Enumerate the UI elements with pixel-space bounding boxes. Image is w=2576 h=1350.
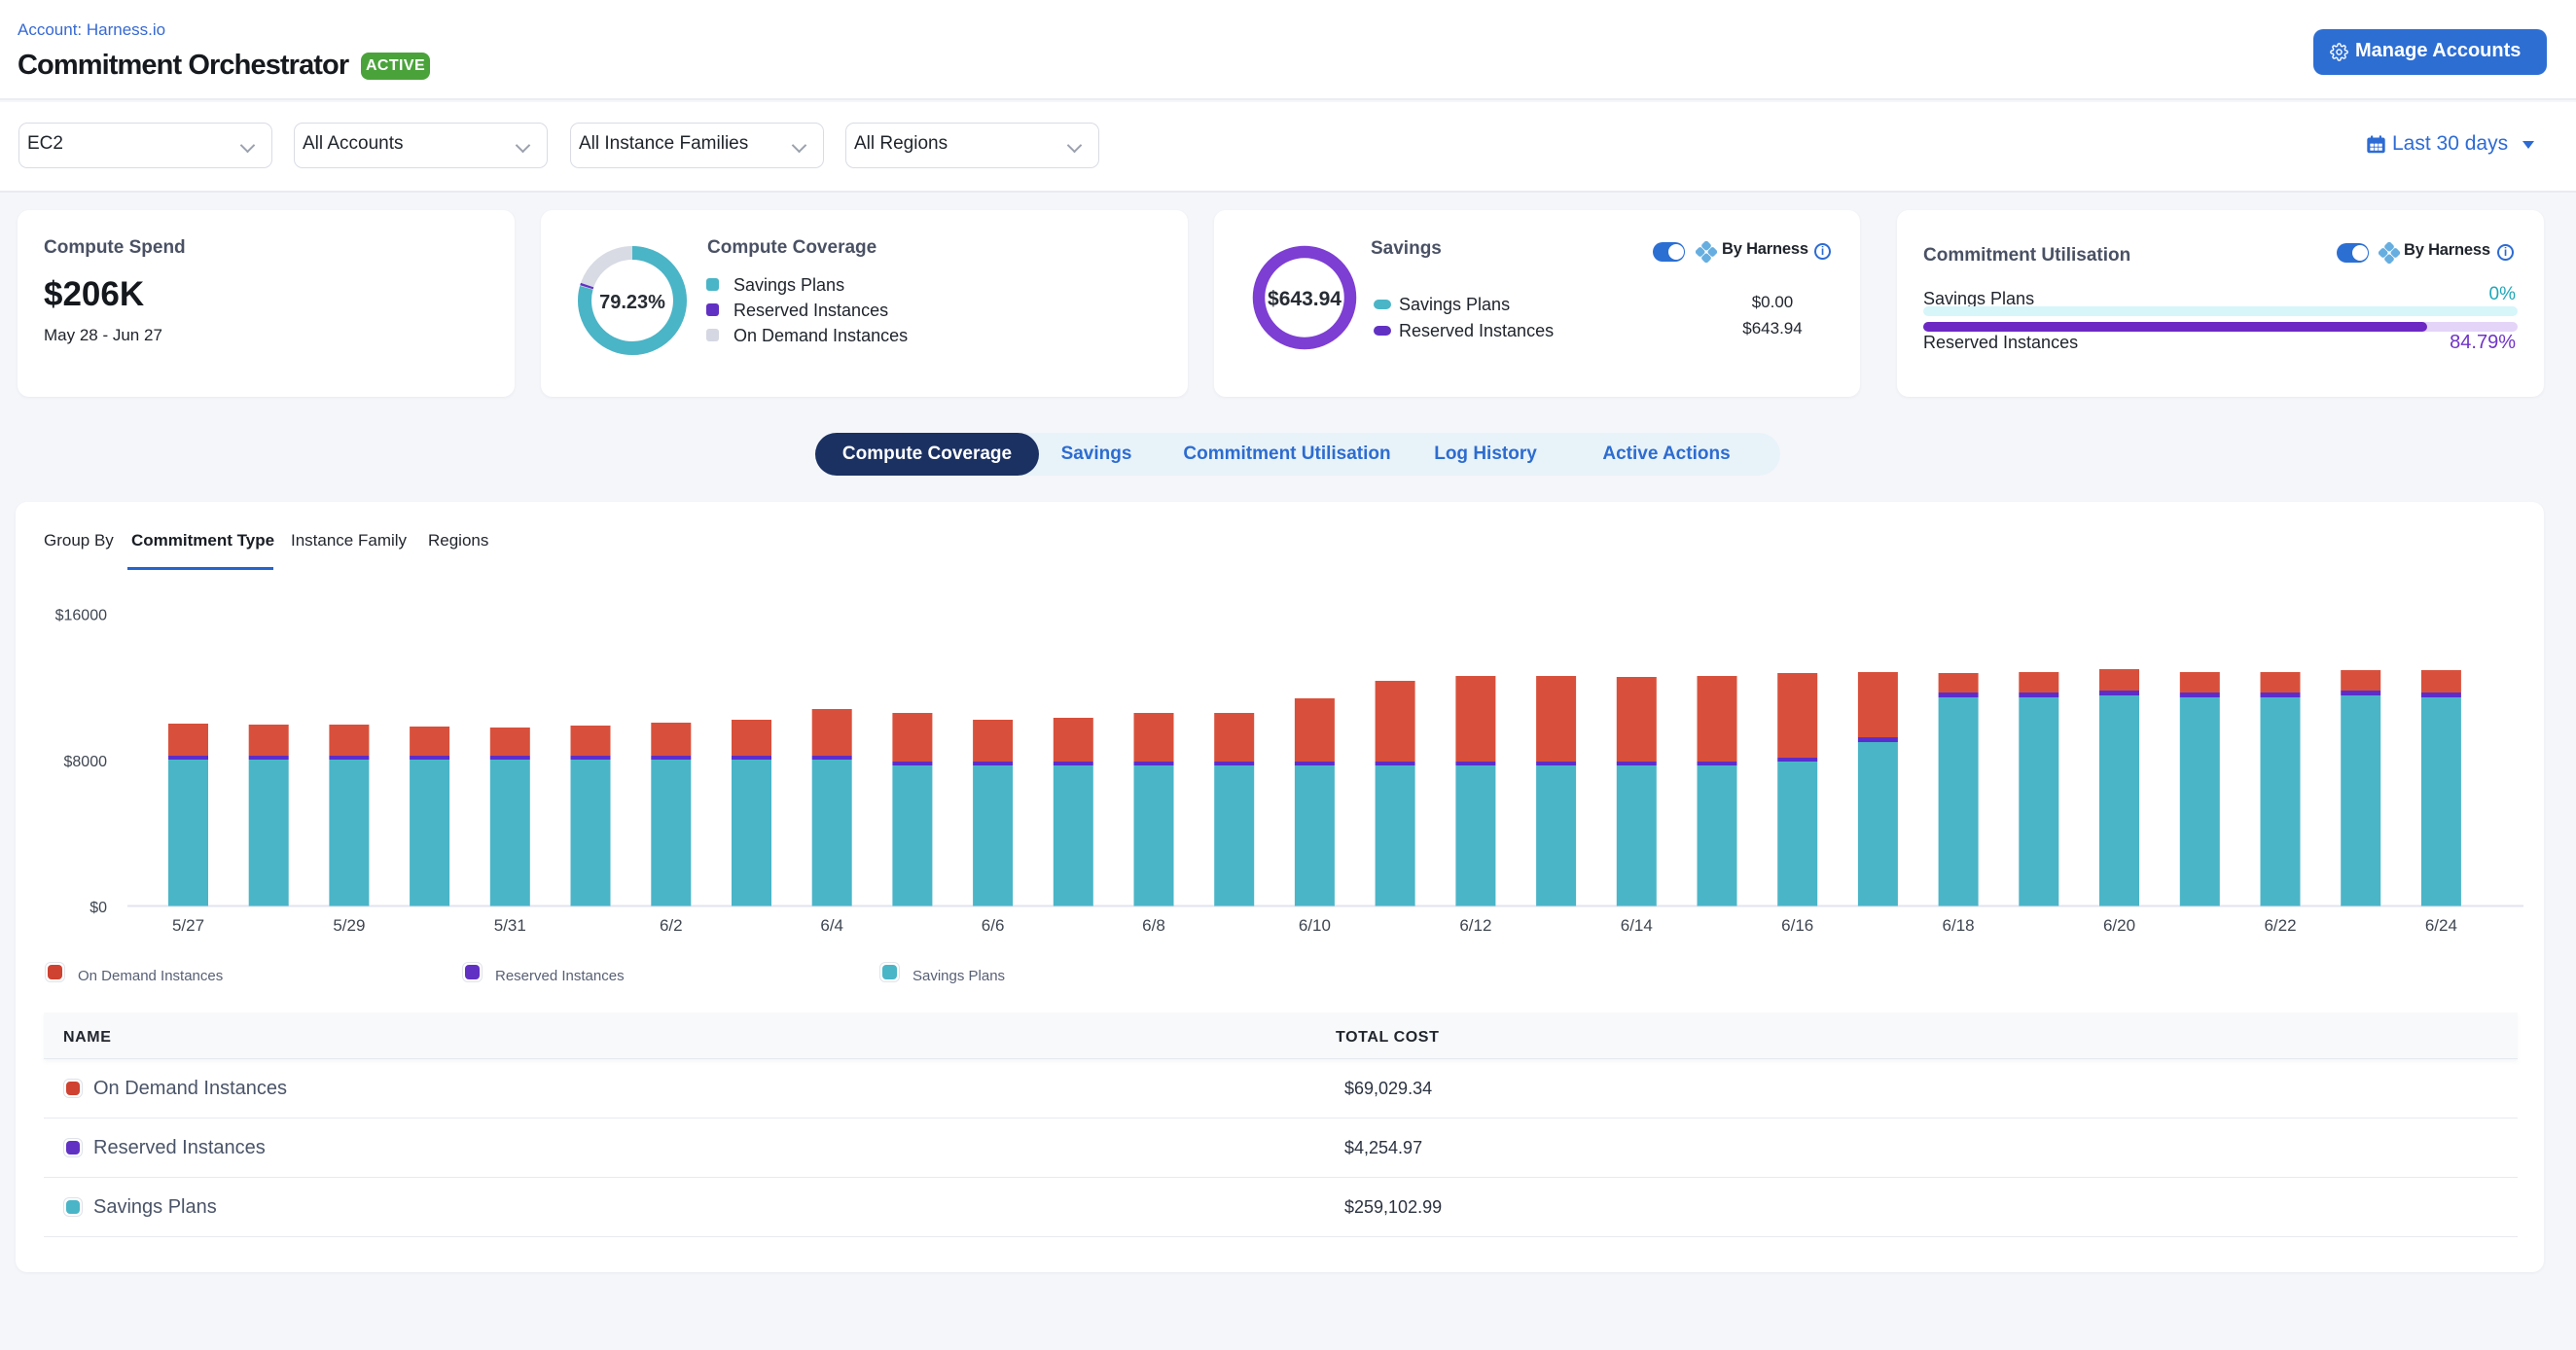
svg-text:6/20: 6/20 bbox=[2103, 916, 2135, 935]
svg-text:6/4: 6/4 bbox=[820, 916, 843, 935]
svg-text:6/16: 6/16 bbox=[1781, 916, 1813, 935]
svg-text:5/27: 5/27 bbox=[172, 916, 204, 935]
svg-text:6/18: 6/18 bbox=[1943, 916, 1975, 935]
svg-text:$8000: $8000 bbox=[64, 754, 108, 770]
svg-text:79.23%: 79.23% bbox=[599, 292, 665, 313]
svg-text:6/6: 6/6 bbox=[982, 916, 1005, 935]
svg-text:6/12: 6/12 bbox=[1459, 916, 1491, 935]
svg-text:6/8: 6/8 bbox=[1142, 916, 1165, 935]
svg-text:6/22: 6/22 bbox=[2264, 916, 2296, 935]
svg-text:5/29: 5/29 bbox=[333, 916, 365, 935]
svg-text:6/2: 6/2 bbox=[660, 916, 683, 935]
svg-text:5/31: 5/31 bbox=[494, 916, 526, 935]
svg-text:6/24: 6/24 bbox=[2425, 916, 2457, 935]
svg-text:6/10: 6/10 bbox=[1299, 916, 1331, 935]
svg-text:$16000: $16000 bbox=[55, 608, 107, 624]
svg-text:$643.94: $643.94 bbox=[1268, 288, 1342, 310]
svg-text:$0: $0 bbox=[89, 900, 107, 916]
svg-text:6/14: 6/14 bbox=[1621, 916, 1653, 935]
